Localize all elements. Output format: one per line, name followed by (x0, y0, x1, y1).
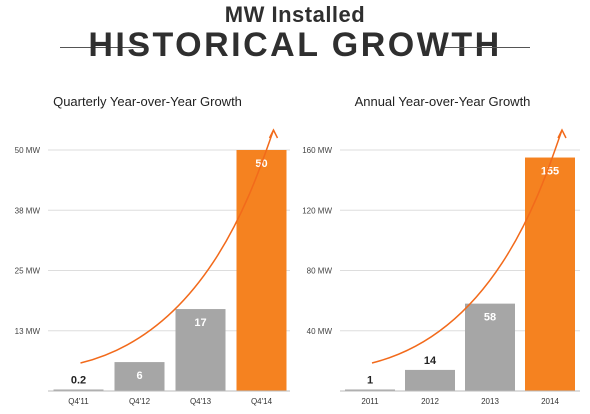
header-subtitle: MW Installed (224, 2, 366, 27)
y-tick-label: 80 MW (307, 267, 333, 276)
chart-title-annual: Annual Year-over-Year Growth (354, 94, 531, 109)
y-tick-label: 38 MW (15, 206, 41, 215)
data-label: 0.2 (71, 375, 86, 387)
y-tick-label: 50 MW (15, 146, 41, 155)
bar (405, 369, 455, 391)
bar (236, 150, 287, 391)
x-tick-label: 2011 (361, 397, 379, 406)
trend-arrowhead (268, 128, 279, 139)
x-tick-label: 2012 (421, 397, 439, 406)
title-rule-left (60, 47, 145, 48)
x-tick-label: 2013 (481, 397, 499, 406)
bar (465, 303, 515, 391)
x-tick-label: Q4'14 (251, 397, 273, 406)
y-tick-label: 25 MW (15, 267, 41, 276)
trend-line (80, 129, 275, 364)
header-title: HISTORICAL GROWTH (88, 26, 502, 64)
data-label: 6 (136, 370, 142, 382)
chart-1: 40 MW 80 MW 120 MW 160 MW 1 2011 14 2012 58 2013 1… (302, 128, 580, 406)
bar (53, 389, 104, 391)
y-tick-label: 120 MW (302, 206, 332, 215)
bar (345, 389, 395, 391)
x-tick-label: Q4'13 (190, 397, 212, 406)
data-label: 17 (194, 317, 206, 329)
bar (525, 157, 575, 391)
data-label: 14 (424, 355, 437, 367)
trend-line (371, 129, 563, 364)
x-tick-label: 2014 (541, 397, 559, 406)
trend-arrowhead (557, 128, 567, 139)
y-tick-label: 13 MW (15, 327, 41, 336)
chart-title-quarterly: Quarterly Year-over-Year Growth (53, 94, 242, 109)
bar (114, 362, 165, 391)
title-rule-right (445, 47, 530, 48)
data-label: 155 (541, 166, 559, 178)
chart-0: 13 MW 25 MW 38 MW 50 MW 0.2 Q4'11 6 Q4'12 17 Q4'1… (15, 128, 290, 406)
x-tick-label: Q4'11 (68, 397, 89, 406)
x-tick-label: Q4'12 (129, 397, 151, 406)
bar (175, 309, 226, 391)
data-label: 1 (367, 374, 373, 386)
y-tick-label: 40 MW (307, 327, 333, 336)
data-label: 58 (484, 312, 496, 324)
y-tick-label: 160 MW (302, 146, 332, 155)
